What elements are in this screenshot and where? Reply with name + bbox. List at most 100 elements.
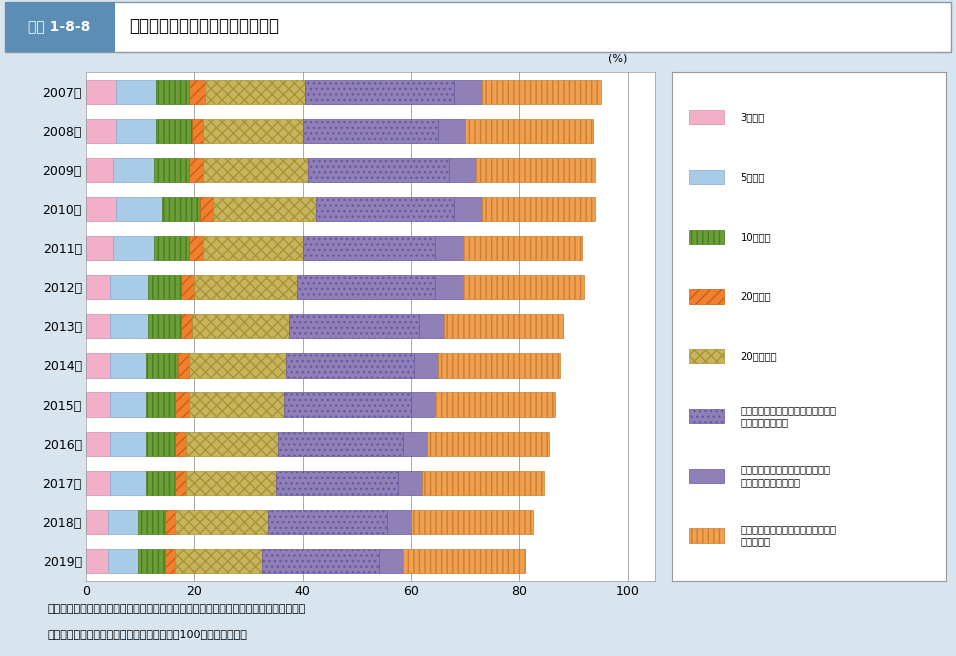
Bar xyxy=(438,119,466,143)
Bar xyxy=(145,470,175,495)
Bar xyxy=(175,432,186,456)
Text: (%): (%) xyxy=(608,54,628,64)
FancyBboxPatch shape xyxy=(688,289,725,304)
Bar xyxy=(316,197,454,221)
Bar xyxy=(303,236,436,260)
Bar xyxy=(86,510,108,534)
Bar xyxy=(191,314,289,338)
Bar xyxy=(116,197,162,221)
Bar xyxy=(178,354,189,378)
Bar xyxy=(138,549,164,573)
Bar xyxy=(297,275,436,299)
Bar xyxy=(148,314,181,338)
Bar xyxy=(110,314,148,338)
Bar xyxy=(86,354,110,378)
Bar xyxy=(154,236,189,260)
Bar xyxy=(289,314,419,338)
Bar xyxy=(189,354,287,378)
Text: （注）　各年において、各項目を合計しても100％にならない。: （注） 各年において、各項目を合計しても100％にならない。 xyxy=(48,629,248,640)
Bar xyxy=(116,79,157,104)
Bar xyxy=(86,392,110,417)
Bar xyxy=(86,549,108,573)
Bar xyxy=(206,79,306,104)
Text: マイホームの取得については目下
のところ考えていない: マイホームの取得については目下 のところ考えていない xyxy=(741,464,831,487)
Bar xyxy=(110,392,145,417)
Bar xyxy=(203,158,308,182)
Bar xyxy=(419,314,444,338)
Bar xyxy=(189,79,206,104)
Text: 20年より先: 20年より先 xyxy=(741,351,777,361)
Bar xyxy=(427,432,549,456)
Text: 図表 1-8-8: 図表 1-8-8 xyxy=(28,19,91,33)
Bar xyxy=(203,119,303,143)
Bar xyxy=(482,79,600,104)
Bar xyxy=(164,510,175,534)
Bar xyxy=(476,158,596,182)
Bar xyxy=(189,158,203,182)
Bar xyxy=(186,432,278,456)
Text: 親からの相続等によるので、いつに
なるかわからない: 親からの相続等によるので、いつに なるかわからない xyxy=(741,405,836,427)
Bar xyxy=(175,549,262,573)
Bar xyxy=(414,354,438,378)
Bar xyxy=(411,510,533,534)
Bar xyxy=(454,197,482,221)
Bar xyxy=(444,314,563,338)
Bar xyxy=(213,197,316,221)
Bar xyxy=(175,392,189,417)
Text: 10年以内: 10年以内 xyxy=(741,232,771,242)
Bar xyxy=(194,275,297,299)
Bar xyxy=(145,392,175,417)
Bar xyxy=(157,119,191,143)
FancyBboxPatch shape xyxy=(688,349,725,363)
Text: 20年以内: 20年以内 xyxy=(741,291,771,302)
Bar xyxy=(262,549,379,573)
Bar xyxy=(86,79,116,104)
Bar xyxy=(86,236,113,260)
Bar xyxy=(145,432,175,456)
Bar xyxy=(398,470,422,495)
Bar xyxy=(402,432,427,456)
Bar xyxy=(138,510,164,534)
Bar xyxy=(113,158,154,182)
Bar xyxy=(435,275,463,299)
Bar xyxy=(463,236,581,260)
Bar xyxy=(110,354,145,378)
Bar xyxy=(181,314,191,338)
Bar xyxy=(268,510,386,534)
Bar xyxy=(86,314,110,338)
FancyBboxPatch shape xyxy=(688,409,725,423)
Bar xyxy=(186,470,275,495)
Bar xyxy=(154,158,189,182)
Bar xyxy=(287,354,414,378)
Bar xyxy=(116,119,157,143)
Bar xyxy=(454,79,482,104)
FancyBboxPatch shape xyxy=(688,110,725,125)
Bar xyxy=(113,236,154,260)
FancyBboxPatch shape xyxy=(5,2,115,52)
Bar xyxy=(145,354,178,378)
FancyBboxPatch shape xyxy=(5,2,951,52)
Bar xyxy=(402,549,525,573)
Bar xyxy=(86,275,110,299)
FancyBboxPatch shape xyxy=(688,468,725,483)
Bar xyxy=(386,510,411,534)
Bar xyxy=(435,392,554,417)
Bar xyxy=(463,275,584,299)
Bar xyxy=(108,549,138,573)
Text: 資料：金融広報中央委員会「家計の金融行動に関する世論調査（２人以上世帯調査）」: 資料：金融広報中央委員会「家計の金融行動に関する世論調査（２人以上世帯調査）」 xyxy=(48,604,306,614)
Text: 将来にわたりマイホームを取得する
考えはない: 将来にわたりマイホームを取得する 考えはない xyxy=(741,524,836,546)
Bar xyxy=(308,158,449,182)
Bar xyxy=(86,432,110,456)
Bar xyxy=(189,236,203,260)
Bar xyxy=(191,119,203,143)
Bar xyxy=(162,197,200,221)
Bar xyxy=(157,79,189,104)
Bar xyxy=(449,158,476,182)
Bar xyxy=(435,236,463,260)
Bar xyxy=(379,549,403,573)
Bar xyxy=(275,470,398,495)
Text: 5年以内: 5年以内 xyxy=(741,172,765,182)
Bar xyxy=(86,197,116,221)
Bar xyxy=(148,275,181,299)
Bar xyxy=(86,158,113,182)
